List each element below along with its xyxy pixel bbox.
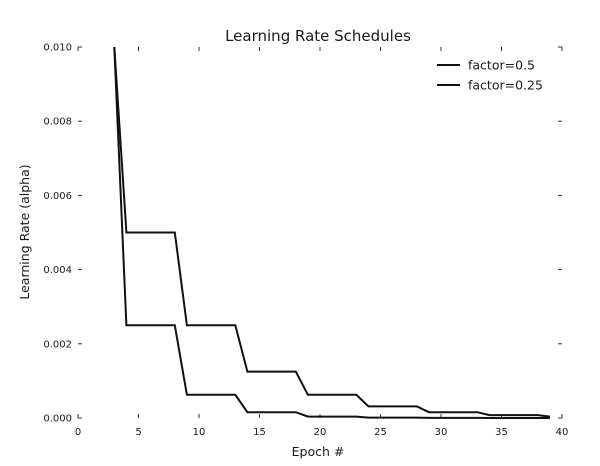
series-line-2 [113, 46, 550, 419]
legend-label: factor=0.25 [468, 78, 543, 93]
chart-title: Learning Rate Schedules [225, 27, 411, 45]
y-axis-label: Learning Rate (alpha) [17, 164, 32, 299]
legend: factor=0.5 factor=0.25 [437, 58, 543, 93]
y-tick-label: 0.006 [43, 191, 72, 202]
x-tick-label: 20 [314, 427, 327, 438]
x-tick-label: 25 [374, 427, 387, 438]
series-layer [113, 46, 551, 419]
x-tick-label: 30 [435, 427, 448, 438]
x-tick-label: 5 [135, 427, 141, 438]
x-axis-label: Epoch # [292, 444, 345, 459]
x-tick-label: 35 [495, 427, 508, 438]
axis-ticks: 0 5 10 15 20 25 30 35 40 0.000 0.002 0.004 0.006 0.00… [43, 43, 568, 439]
x-tick-label: 0 [75, 427, 81, 438]
y-tick-label: 0.000 [43, 414, 72, 425]
legend-label: factor=0.5 [468, 58, 535, 73]
y-tick-label: 0.002 [43, 339, 72, 350]
x-tick-label: 15 [253, 427, 266, 438]
y-tick-label: 0.004 [43, 265, 72, 276]
series-line-1 [113, 46, 551, 418]
x-tick-label: 40 [556, 427, 569, 438]
x-tick-label: 10 [193, 427, 206, 438]
y-tick-label: 0.010 [43, 43, 72, 54]
y-tick-label: 0.008 [43, 117, 72, 128]
